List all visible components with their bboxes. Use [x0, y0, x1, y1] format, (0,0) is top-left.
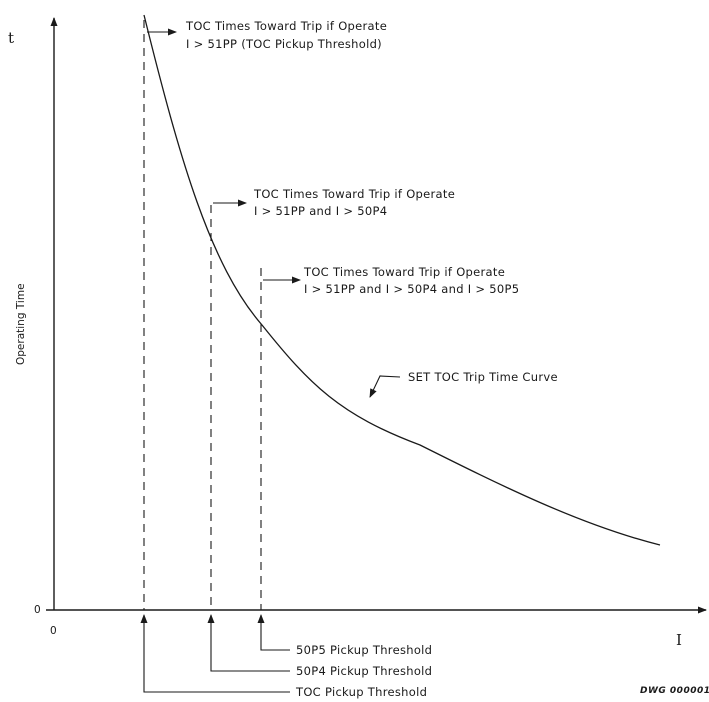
toc-threshold-leader: [140, 614, 290, 693]
curve-label: SET TOC Trip Time Curve: [408, 370, 558, 384]
toc-trip-time-curve: [143, 14, 661, 546]
curve-label-leader: [369, 375, 401, 398]
p5-threshold-label: 50P5 Pickup Threshold: [296, 643, 432, 657]
p4-callout-line2: I > 51PP and I > 50P4: [254, 204, 387, 218]
toc-callout-line1: TOC Times Toward Trip if Operate: [185, 19, 387, 33]
p5-callout-line2: I > 51PP and I > 50P4 and I > 50P5: [304, 282, 519, 296]
drawing-number: DWG 0000014: [640, 686, 709, 696]
p4-threshold-leader: [207, 614, 290, 672]
origin-x-label: 0: [50, 625, 57, 637]
p5-threshold-leader: [257, 614, 290, 651]
x-axis-name: I: [676, 631, 682, 649]
p4-threshold-label: 50P4 Pickup Threshold: [296, 664, 432, 678]
p4-callout-line1: TOC Times Toward Trip if Operate: [253, 187, 455, 201]
origin-y-label: 0: [34, 604, 41, 616]
p5-callout-line1: TOC Times Toward Trip if Operate: [303, 265, 505, 279]
toc-threshold-label: TOC Pickup Threshold: [295, 685, 427, 699]
y-axis-name: t: [8, 29, 14, 47]
y-axis-label: Operating Time: [15, 283, 27, 365]
toc-callout-line2: I > 51PP (TOC Pickup Threshold): [186, 37, 382, 51]
